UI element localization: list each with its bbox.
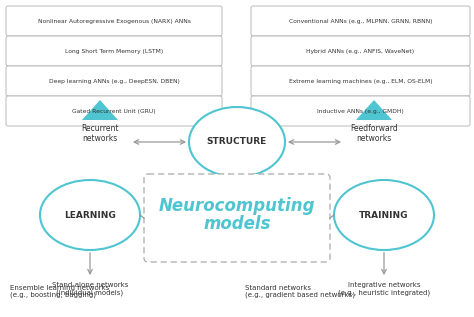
Text: Conventional ANNs (e.g., MLPNN, GRNN, RBNN): Conventional ANNs (e.g., MLPNN, GRNN, RB…: [289, 18, 432, 23]
FancyBboxPatch shape: [251, 96, 470, 126]
Text: models: models: [203, 215, 271, 233]
Ellipse shape: [40, 180, 140, 250]
Text: Long Short Term Memory (LSTM): Long Short Term Memory (LSTM): [65, 49, 163, 54]
FancyBboxPatch shape: [144, 174, 330, 262]
Ellipse shape: [189, 107, 285, 177]
FancyBboxPatch shape: [251, 6, 470, 36]
Text: Nonlinear Autoregressive Exogenous (NARX) ANNs: Nonlinear Autoregressive Exogenous (NARX…: [37, 18, 191, 23]
FancyBboxPatch shape: [251, 36, 470, 66]
Text: Gated Recurrent Unit (GRU): Gated Recurrent Unit (GRU): [72, 108, 156, 113]
Text: Inductive ANNs (e.g., GMDH): Inductive ANNs (e.g., GMDH): [317, 108, 404, 113]
Text: Recurrent
networks: Recurrent networks: [81, 124, 119, 143]
FancyBboxPatch shape: [6, 96, 222, 126]
FancyBboxPatch shape: [6, 36, 222, 66]
Text: LEARNING: LEARNING: [64, 210, 116, 219]
Text: Ensemble learning networks
(e.g., boosting, bagging): Ensemble learning networks (e.g., boosti…: [10, 285, 109, 299]
Text: Stand-alone networks
(individual models): Stand-alone networks (individual models): [52, 282, 128, 295]
Ellipse shape: [334, 180, 434, 250]
Text: Extreme learning machines (e.g., ELM, OS-ELM): Extreme learning machines (e.g., ELM, OS…: [289, 79, 432, 83]
Text: Feedforward
networks: Feedforward networks: [350, 124, 398, 143]
Text: Standard networks
(e.g., gradient based networks): Standard networks (e.g., gradient based …: [245, 285, 355, 299]
Text: Hybrid ANNs (e.g., ANFIS, WaveNet): Hybrid ANNs (e.g., ANFIS, WaveNet): [306, 49, 415, 54]
Text: STRUCTURE: STRUCTURE: [207, 138, 267, 146]
FancyBboxPatch shape: [6, 6, 222, 36]
Polygon shape: [356, 100, 392, 120]
Text: TRAINING: TRAINING: [359, 210, 409, 219]
Text: Deep learning ANNs (e.g., DeepESN, DBEN): Deep learning ANNs (e.g., DeepESN, DBEN): [48, 79, 180, 83]
FancyBboxPatch shape: [6, 66, 222, 96]
Text: Integrative networks
(e.g., heuristic integrated): Integrative networks (e.g., heuristic in…: [338, 282, 430, 295]
Text: Neurocomputing: Neurocomputing: [159, 197, 315, 215]
Polygon shape: [82, 100, 118, 120]
FancyBboxPatch shape: [251, 66, 470, 96]
